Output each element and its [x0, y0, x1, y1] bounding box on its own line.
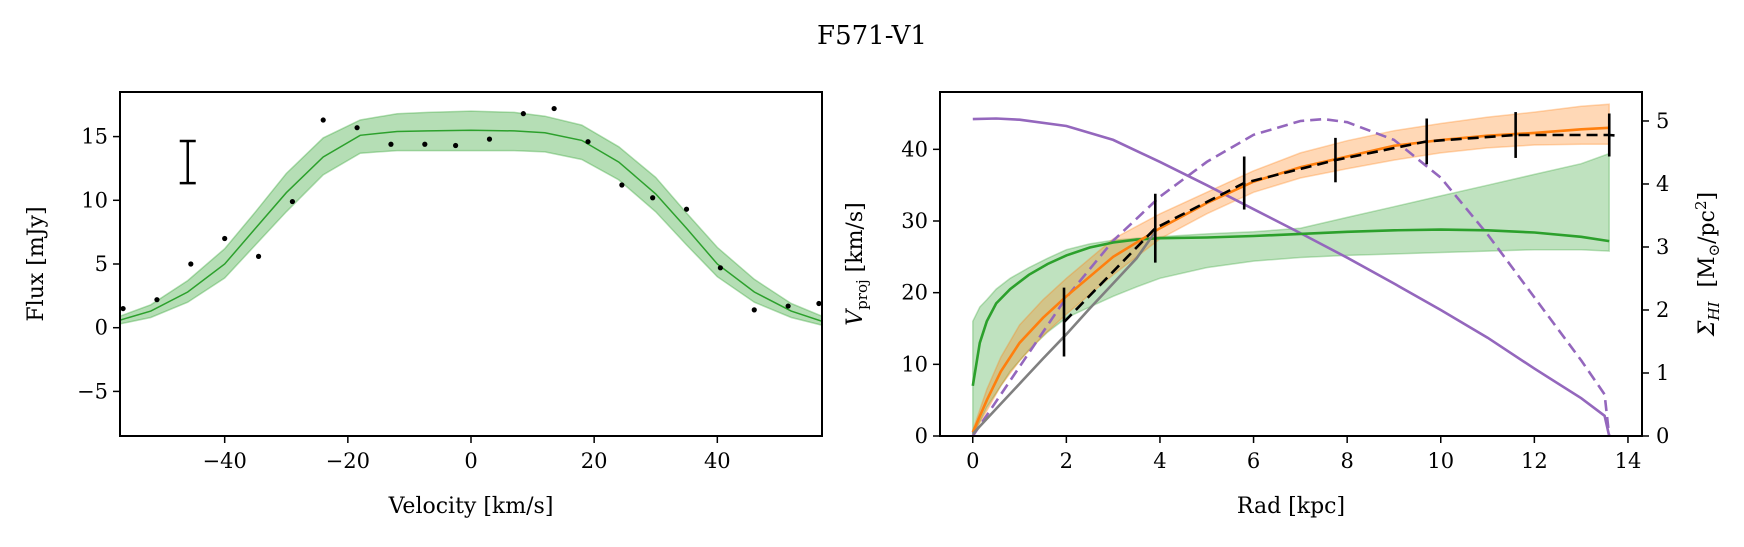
spectrum-data-point	[520, 111, 526, 117]
rotation-y2-tick-label: 5	[1656, 109, 1669, 133]
figure-title: F571-V1	[817, 21, 927, 51]
spectrum-data-point	[751, 307, 757, 313]
rotation-y-label-sub: proj	[853, 279, 871, 309]
spectrum-y-axis-label: Flux [mJy]	[24, 206, 49, 321]
rotation-y-tick-label: 10	[901, 352, 928, 376]
rotation-y-tick-label: 40	[901, 137, 928, 161]
spectrum-x-tick-label: 20	[581, 449, 608, 473]
rotation-y2-tick-label: 1	[1656, 361, 1669, 385]
spectrum-x-tick-label: −40	[203, 449, 247, 473]
rotation-y2-tick-label: 3	[1656, 235, 1669, 259]
spectrum-data-point	[188, 261, 194, 267]
y2-label-sup: 2	[1692, 200, 1710, 210]
rotation-x-tick-label: 10	[1427, 449, 1454, 473]
rotation-gray-line	[971, 231, 1157, 435]
y2-label-unit: [M	[1695, 256, 1720, 287]
spectrum-data-point	[650, 195, 656, 201]
spectrum-model-band	[120, 110, 822, 326]
spectrum-data-point	[717, 265, 723, 271]
rotation-purple-dashed-line	[971, 117, 1611, 436]
spectrum-data-point	[683, 206, 690, 212]
rotation-x-tick-label: 6	[1247, 449, 1260, 473]
rotation-x-tick-label: 2	[1060, 449, 1073, 473]
spectrum-data-point	[585, 139, 591, 145]
spectrum-data-point	[120, 305, 126, 312]
spectrum-data-point	[388, 141, 394, 147]
spectrum-y-tick-label: 15	[81, 125, 108, 149]
spectrum-data-point	[453, 142, 459, 149]
y2-label-rest: /pc	[1695, 210, 1720, 244]
rotation-y-tick-label: 20	[901, 281, 928, 305]
spectrum-panel: −40 −20 0 20 40 −5 0 5 10 15 Velocity [km/s] Flu…	[24, 91, 823, 519]
spectrum-data-point	[785, 303, 791, 309]
spectrum-y-tick-label: 0	[95, 316, 108, 340]
rotation-y2-tick-label: 4	[1656, 172, 1669, 196]
spectrum-data-point	[486, 136, 493, 142]
spectrum-data-point	[222, 235, 228, 242]
rotation-axes-frame	[939, 91, 1643, 437]
spectrum-data-point	[816, 300, 822, 307]
spectrum-x-tick-label: −20	[326, 449, 370, 473]
y2-label-sun: ⊙	[1705, 244, 1723, 257]
spectrum-data-point	[619, 182, 625, 188]
spectrum-y-tick-label: −5	[77, 379, 108, 403]
spectrum-data-point	[255, 253, 262, 259]
rotation-y2-tick-label: 0	[1656, 424, 1669, 448]
rotation-x-tick-label: 8	[1340, 449, 1353, 473]
rotation-x-tick-label: 4	[1153, 449, 1166, 473]
rotation-x-tick-label: 0	[966, 449, 979, 473]
spectrum-data-point	[354, 125, 360, 131]
spectrum-data-point	[320, 117, 326, 123]
rotation-x-tick-label: 12	[1521, 449, 1548, 473]
rotation-y-label-main: V	[843, 308, 868, 326]
y2-label-sub: HI	[1705, 300, 1723, 321]
spectrum-data-point	[422, 141, 428, 147]
spectrum-x-tick-label: 40	[704, 449, 731, 473]
y2-label-close: ]	[1695, 192, 1720, 201]
rotation-y2-tick-label: 2	[1656, 298, 1669, 322]
rotation-y-tick-label: 0	[915, 424, 928, 448]
spectrum-data-point	[289, 198, 296, 205]
spectrum-data-point	[551, 105, 557, 112]
y2-label-sigma: Σ	[1695, 320, 1720, 337]
rotation-x-axis-label: Rad [kpc]	[1237, 494, 1345, 519]
rotation-x-tick-label: 14	[1615, 449, 1642, 473]
spectrum-x-tick-label: 0	[464, 449, 477, 473]
spectrum-y-tick-label: 5	[95, 252, 108, 276]
rotation-green-line	[971, 228, 1610, 387]
rotation-y2-axis-label: ΣHI [M⊙/pc2]	[1692, 192, 1723, 337]
rotation-y-axis-label: Vproj [km/s]	[843, 202, 871, 325]
spectrum-x-axis-label: Velocity [km/s]	[388, 494, 554, 519]
rotation-y-label-unit: [km/s]	[843, 202, 868, 279]
rotation-green-band	[972, 152, 1610, 436]
rotation-y-tick-label: 30	[901, 209, 928, 233]
spectrum-data-point	[154, 297, 160, 303]
spectrum-y-tick-label: 10	[81, 188, 108, 212]
rotation-black-dashed-line	[1063, 133, 1619, 324]
spectrum-model-line	[120, 129, 822, 323]
